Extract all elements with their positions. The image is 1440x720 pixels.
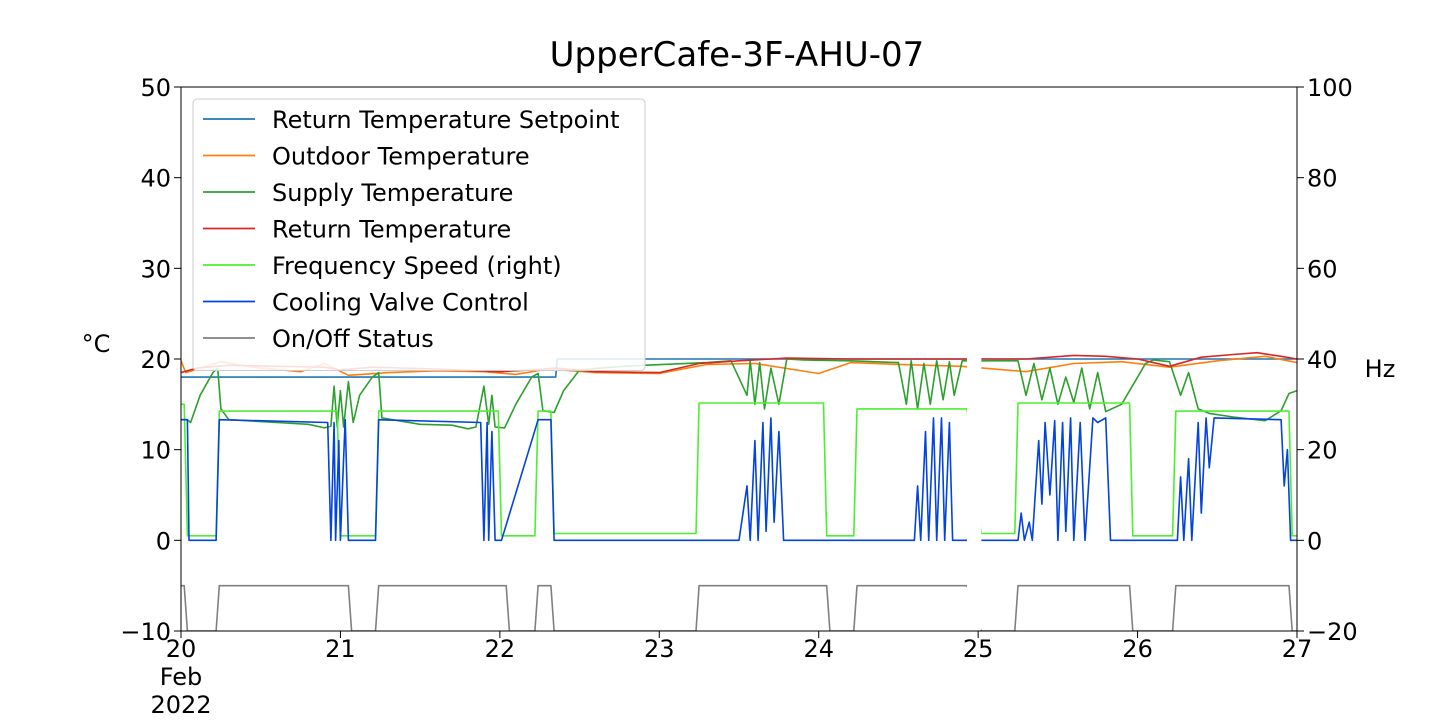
legend-label: Return Temperature	[272, 216, 511, 244]
x-tick-label: 21	[325, 635, 356, 663]
x-tick-label: 24	[803, 635, 834, 663]
x-tick-sublabel: 2022	[150, 691, 211, 719]
legend-box	[192, 98, 646, 371]
x-tick-label: 25	[963, 635, 994, 663]
x-tick-sublabel: Feb	[160, 663, 203, 691]
gap-layer	[966, 88, 982, 630]
x-tick-label: 26	[1122, 635, 1153, 663]
legend-label: Cooling Valve Control	[272, 289, 529, 317]
y-left-tick-label: 0	[156, 527, 171, 555]
y-right-tick-label: 40	[1307, 346, 1338, 374]
x-tick-label: 23	[644, 635, 675, 663]
y-right-tick-label: 20	[1307, 437, 1338, 465]
x-tick-label: 27	[1282, 635, 1313, 663]
data-gap-0	[966, 88, 982, 630]
y-left-tick-label: 40	[140, 165, 171, 193]
legend-label: Frequency Speed (right)	[272, 252, 562, 280]
legend-label: Outdoor Temperature	[272, 143, 530, 171]
series-layer	[181, 351, 1297, 631]
legend-label: Supply Temperature	[272, 179, 513, 207]
y-axis-right-label: Hz	[1365, 355, 1396, 383]
legend-label: Return Temperature Setpoint	[272, 106, 620, 134]
y-left-tick-label: 30	[140, 255, 171, 283]
series-line-on-off-status	[181, 584, 1297, 631]
legend: Return Temperature Setpoint Outdoor Tempe…	[192, 98, 646, 371]
y-right-tick-label: 80	[1307, 165, 1338, 193]
y-right-tick-label: 0	[1307, 527, 1322, 555]
legend-label: On/Off Status	[272, 325, 434, 353]
y-right-tick-label: 60	[1307, 255, 1338, 283]
chart-title: UpperCafe-3F-AHU-07	[550, 35, 925, 75]
series-line-supply-temperature	[181, 358, 1297, 430]
y-left-tick-label: 10	[140, 437, 171, 465]
y-axis-left-label: °C	[82, 330, 111, 358]
series-line-cooling-valve-control	[181, 417, 1297, 542]
x-tick-label: 20	[166, 635, 197, 663]
y-left-tick-label: 50	[140, 74, 171, 102]
y-right-tick-label: 100	[1307, 74, 1353, 102]
x-tick-label: 22	[485, 635, 516, 663]
y-left-tick-label: 20	[140, 346, 171, 374]
y-left-tick-label: −10	[120, 618, 171, 646]
y-right-tick-label: −20	[1307, 618, 1358, 646]
series-line-frequency-speed-right	[181, 402, 1297, 537]
